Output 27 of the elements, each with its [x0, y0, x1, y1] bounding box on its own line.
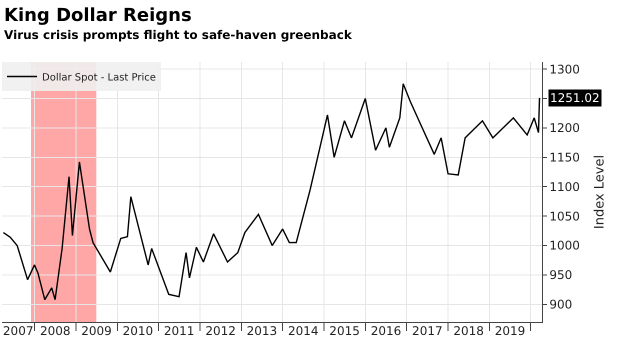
y-tick-label: 950 — [549, 268, 572, 282]
y-axis-title: Index Level — [592, 154, 608, 230]
legend-label: Dollar Spot - Last Price — [42, 72, 156, 84]
y-tick-label: 1100 — [549, 180, 580, 194]
y-tick-label: 900 — [549, 298, 572, 312]
y-tick-label: 1200 — [549, 121, 580, 136]
x-tick-label: 2009 — [81, 324, 112, 338]
x-tick-label: 2017 — [412, 324, 443, 338]
y-tick-label: 1300 — [549, 62, 580, 76]
x-tick-label: 2015 — [329, 324, 360, 338]
x-tick-label: 2008 — [40, 324, 70, 338]
x-tick-label: 2018 — [453, 324, 484, 338]
chart-subtitle: Virus crisis prompts flight to safe-haven greenback — [4, 28, 353, 42]
x-tick-label: 2012 — [205, 324, 236, 338]
y-tick-label: 1050 — [549, 209, 580, 224]
y-tick-label: 1150 — [549, 150, 580, 164]
x-tick-label: 2011 — [164, 324, 194, 338]
x-tick-label: 2013 — [246, 324, 278, 338]
x-tick-label: 2016 — [370, 324, 402, 338]
chart-title: King Dollar Reigns — [4, 5, 192, 26]
x-tick-label: 2014 — [288, 324, 319, 338]
annotation: 1251.02 — [550, 91, 600, 105]
y-tick-label: 1000 — [549, 238, 580, 253]
line-series — [2, 83, 540, 300]
x-tick-label: 2007 — [2, 324, 34, 338]
x-tick-label: 2019 — [494, 324, 526, 338]
x-tick-label: 2010 — [122, 324, 154, 338]
